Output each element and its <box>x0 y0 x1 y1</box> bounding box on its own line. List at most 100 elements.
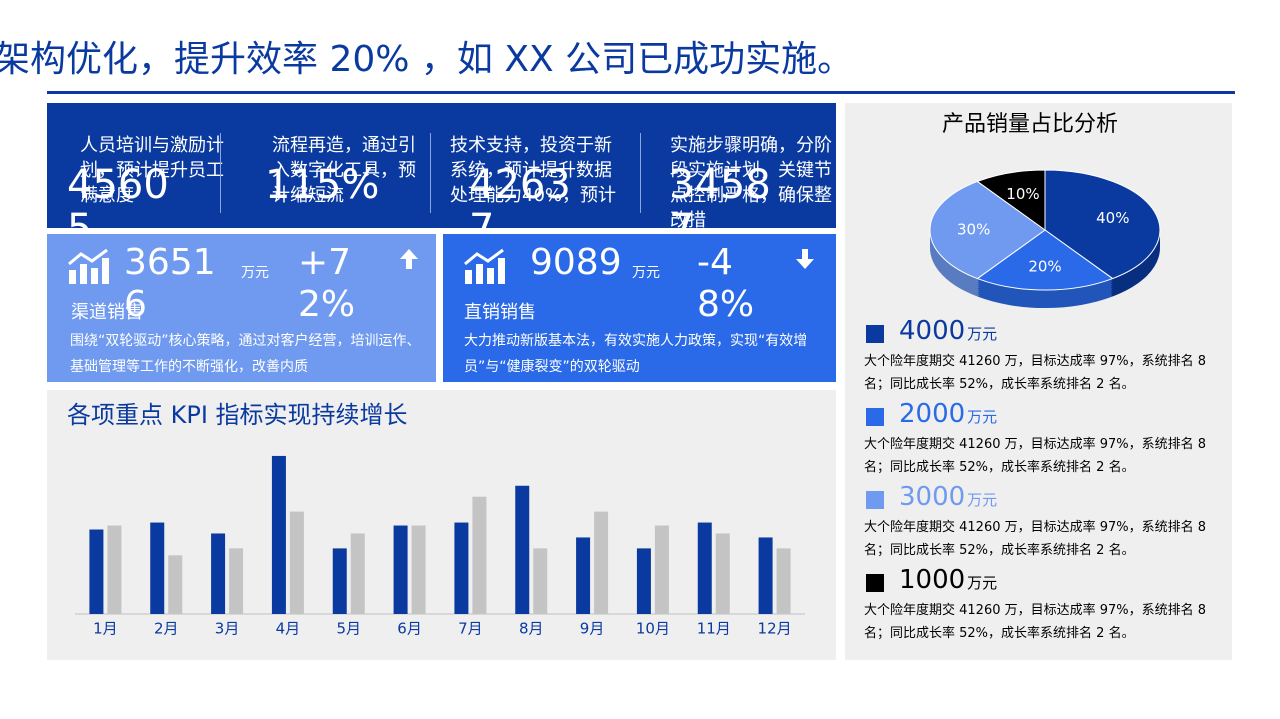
top-number: 115% <box>265 162 380 208</box>
card: 9089 万元 -48% 直销销售 大力推动新版基本法，有效实施人力政策，实现“… <box>443 234 836 382</box>
chart-title: 产品销量占比分析 <box>942 112 1118 137</box>
title-rule <box>47 91 1235 94</box>
icon <box>68 248 109 284</box>
separator <box>640 133 641 213</box>
data-label: 40% <box>1096 209 1129 227</box>
pie-slice <box>976 169 1046 231</box>
x-tick-label: 11月 <box>697 620 731 638</box>
legend-unit: 万元 <box>967 408 998 426</box>
x-tick-label: 1月 <box>93 620 118 638</box>
bar <box>454 522 469 614</box>
legend-swatch <box>866 325 884 343</box>
legend-desc: 大个险年度期交 41260 万，目标达成率 97%，系统排名 8 名；同比成长率… <box>864 520 1207 558</box>
top-text: 技术支持，投资于新系统，预计提升数据处理能力40%，预计 <box>450 135 617 206</box>
bar <box>168 555 183 614</box>
legend-value: 4000 万元 <box>899 316 997 346</box>
up-arrow <box>400 249 418 269</box>
separator <box>430 133 431 213</box>
card-value: 36516 <box>124 242 216 325</box>
card-label: 直销销售 <box>464 302 536 323</box>
pie-chart: 产品销量占比分析 40% 20% 30% 10% <box>929 112 1161 308</box>
legend-number: 1000 <box>899 565 966 595</box>
x-tick-label: 2月 <box>154 620 179 638</box>
x-tick-label: 3月 <box>215 620 240 638</box>
top-text: 流程再造，通过引入数字化工具，预计缩短流 <box>272 135 416 206</box>
bar <box>758 537 773 614</box>
legend-number: 4000 <box>899 316 966 346</box>
data-label: 20% <box>1028 258 1061 276</box>
card-change: -48% <box>697 242 755 325</box>
x-tick-label: 9月 <box>580 620 605 638</box>
x-tick-label: 5月 <box>336 620 361 638</box>
bar <box>411 525 426 614</box>
bar <box>393 525 408 614</box>
down-arrow <box>796 249 814 269</box>
separator <box>220 133 221 213</box>
legend-desc: 大个险年度期交 41260 万，目标达成率 97%，系统排名 8 名；同比成长率… <box>864 437 1207 475</box>
bar <box>636 548 651 614</box>
bar <box>289 511 304 614</box>
card-unit: 万元 <box>241 265 269 281</box>
chart-title: 各项重点 KPI 指标实现持续增长 <box>67 401 408 429</box>
pie-slice <box>1044 169 1161 280</box>
bar <box>715 533 730 614</box>
x-tick-label: 10月 <box>636 620 670 638</box>
bar <box>697 522 712 614</box>
legend-value: 1000 万元 <box>899 565 997 595</box>
card-change: +72% <box>298 242 356 325</box>
x-tick-label: 4月 <box>276 620 301 638</box>
bar <box>776 548 791 614</box>
x-tick-label: 8月 <box>519 620 544 638</box>
legend-swatch <box>866 574 884 592</box>
bar <box>515 485 530 614</box>
bar <box>211 533 226 614</box>
bar <box>89 529 104 614</box>
legend-unit: 万元 <box>967 574 998 592</box>
right-panel: 产品销量占比分析 40% 20% 30% 10% 4000 万元 大个险年度期交 4126… <box>845 103 1232 660</box>
bar <box>271 455 286 614</box>
pie-slice <box>929 180 1046 280</box>
legend-swatch <box>866 491 884 509</box>
legend-swatch <box>866 408 884 426</box>
legend-unit: 万元 <box>967 325 998 343</box>
bar <box>576 537 591 614</box>
data-label: 10% <box>1006 185 1039 203</box>
bar <box>472 496 487 614</box>
bar <box>107 525 122 614</box>
legend-value: 2000 万元 <box>899 399 997 429</box>
top-number: 34587 <box>669 162 771 228</box>
card-unit: 万元 <box>632 265 660 281</box>
top-text: 人员培训与激励计划，预计提升员工满意度 <box>80 135 224 206</box>
bar <box>533 548 548 614</box>
bar <box>332 548 347 614</box>
bar <box>350 533 365 614</box>
legend-value: 3000 万元 <box>899 482 997 512</box>
legend-desc: 大个险年度期交 41260 万，目标达成率 97%，系统排名 8 名；同比成长率… <box>864 354 1207 392</box>
page-title: 架构优化，提升效率 20% ，如 XX 公司已成功实施。 <box>0 39 854 80</box>
bar-panel: 各项重点 KPI 指标实现持续增长 1月 2月 3月 4月 5月 6月 7月 8月 9月 10月 1… <box>47 390 836 660</box>
pie-slice <box>976 229 1114 291</box>
top-number: 42637 <box>469 162 571 228</box>
bar <box>654 525 669 614</box>
x-tick-label: 7月 <box>458 620 483 638</box>
card: 36516 万元 +72% 渠道销售 围绕“双轮驱动”核心策略，通过对客户经营，… <box>47 234 436 382</box>
card-label: 渠道销售 <box>71 302 143 323</box>
top-text: 实施步骤明确，分阶段实施计划，关键节点控制严格，确保整改措 <box>670 135 832 228</box>
x-tick-label: 6月 <box>397 620 422 638</box>
legend-unit: 万元 <box>967 491 998 509</box>
x-tick-label: 12月 <box>758 620 792 638</box>
top-number: 45605 <box>67 162 169 228</box>
card-value: 9089 <box>530 242 622 283</box>
bar-chart: 各项重点 KPI 指标实现持续增长 1月 2月 3月 4月 5月 6月 7月 8月 9月 10月 1… <box>67 401 805 638</box>
icon <box>464 248 505 284</box>
bar <box>150 522 165 614</box>
legend-number: 2000 <box>899 399 966 429</box>
bar <box>594 511 609 614</box>
bar <box>229 548 244 614</box>
card-desc: 大力推动新版基本法，有效实施人力政策，实现“有效增员”与“健康裂变”的双轮驱动 <box>464 333 808 375</box>
legend-desc: 大个险年度期交 41260 万，目标达成率 97%，系统排名 8 名；同比成长率… <box>864 603 1207 641</box>
data-label: 30% <box>957 221 990 239</box>
card-desc: 围绕“双轮驱动”核心策略，通过对客户经营，培训运作、基础管理等工作的不断强化，改… <box>70 333 421 375</box>
top-panel: 人员培训与激励计划，预计提升员工满意度 45605 流程再造，通过引入数字化工具… <box>47 103 836 228</box>
